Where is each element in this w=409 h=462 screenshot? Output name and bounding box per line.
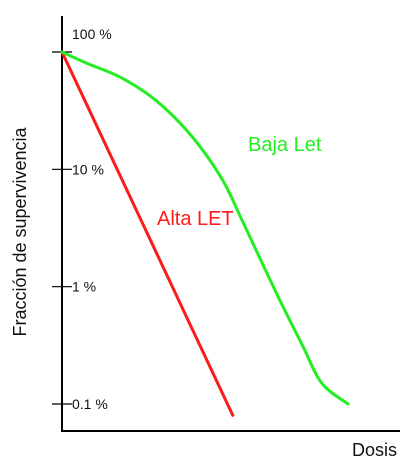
axes bbox=[61, 16, 400, 432]
y-tick-label: 1 % bbox=[72, 279, 96, 295]
series: Alta LET Baja Let bbox=[60, 50, 350, 417]
y-ticks: 100 % 10 % 1 % 0.1 % bbox=[52, 26, 112, 412]
alta-let-line bbox=[60, 50, 235, 417]
y-tick-label: 0.1 % bbox=[72, 396, 108, 412]
x-axis-title: Dosis bbox=[352, 440, 397, 460]
y-tick-label: 100 % bbox=[72, 26, 112, 42]
y-axis-title: Fracción de supervivencia bbox=[10, 126, 30, 336]
baja-let-curve bbox=[60, 50, 350, 406]
baja-let-label: Baja Let bbox=[248, 134, 322, 156]
alta-let-label: Alta LET bbox=[157, 208, 234, 230]
y-tick-label: 10 % bbox=[72, 161, 104, 177]
